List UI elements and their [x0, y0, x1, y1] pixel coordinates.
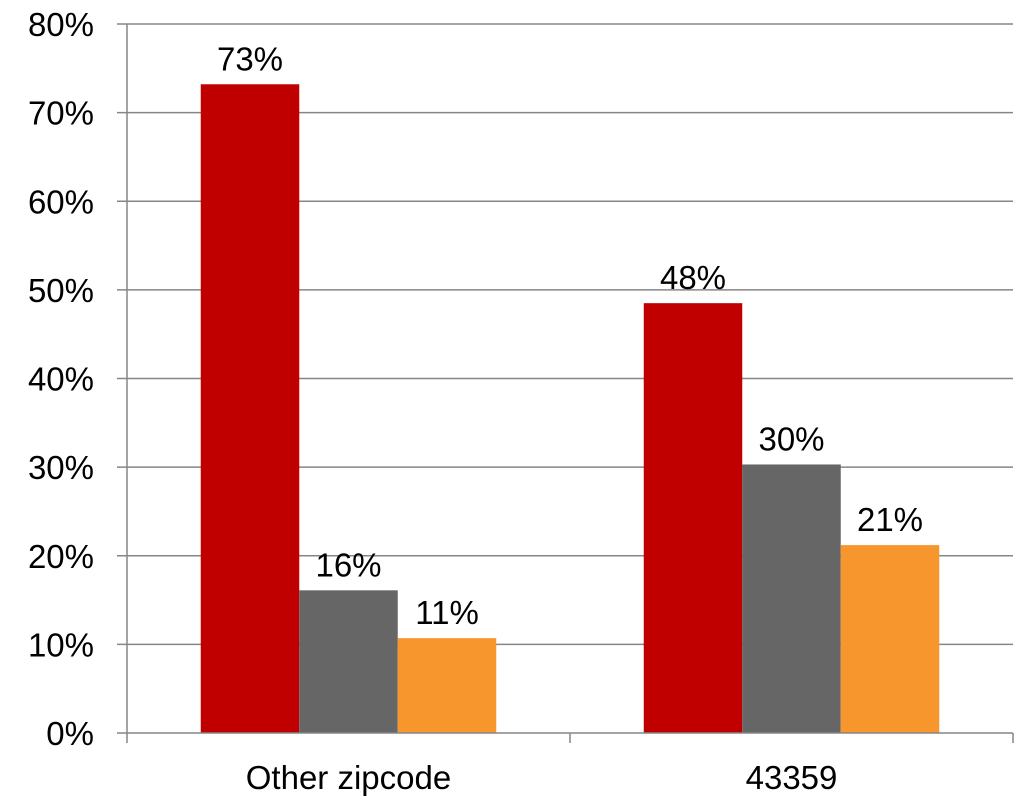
x-category-label: 43359 — [746, 759, 838, 796]
y-tick-label: 70% — [28, 95, 94, 132]
data-label: 73% — [217, 40, 283, 77]
bars — [200, 84, 940, 733]
bar — [200, 84, 300, 733]
bar — [299, 590, 398, 733]
y-tick-label: 30% — [28, 449, 94, 486]
y-tick-label: 20% — [28, 538, 94, 575]
y-axis-ticks: 0% 10% 20% 30% 40% 50% 60% 70% 80% — [28, 6, 127, 752]
data-labels: 73% 16% 11% 48% 30% 21% — [217, 40, 923, 631]
y-tick-label: 0% — [46, 715, 94, 752]
x-category-label: Other zipcode — [246, 759, 451, 796]
y-tick-label: 40% — [28, 361, 94, 398]
bar — [742, 464, 841, 733]
data-label: 21% — [857, 501, 923, 538]
bar — [840, 545, 940, 733]
y-tick-label: 80% — [28, 6, 94, 43]
data-label: 11% — [415, 594, 479, 631]
data-label: 48% — [660, 259, 726, 296]
bar — [397, 638, 497, 733]
y-tick-label: 50% — [28, 272, 94, 309]
data-label: 16% — [315, 546, 381, 583]
axes — [126, 24, 1014, 743]
bar — [643, 303, 743, 733]
y-tick-label: 10% — [28, 626, 94, 663]
x-axis-labels: Other zipcode 43359 — [246, 759, 838, 796]
data-label: 30% — [758, 420, 824, 457]
y-tick-label: 60% — [28, 183, 94, 220]
